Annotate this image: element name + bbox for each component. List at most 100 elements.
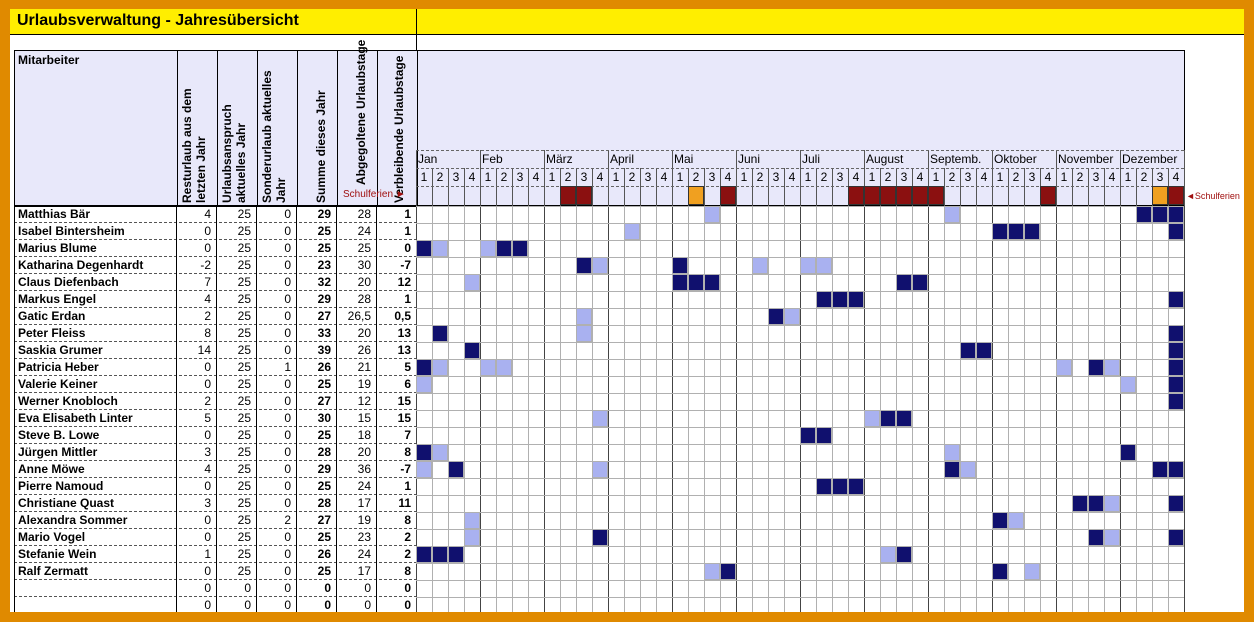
planned-cell[interactable] [816, 257, 832, 274]
planned-cell[interactable] [944, 206, 960, 223]
vacation-cell[interactable] [576, 257, 592, 274]
table-row[interactable]: Valerie Keiner 0 25 0 25 19 6 [14, 376, 417, 393]
vacation-cell[interactable] [1008, 223, 1024, 240]
vacation-cell[interactable] [416, 546, 432, 563]
vacation-cell[interactable] [1168, 495, 1184, 512]
vacation-cell[interactable] [816, 291, 832, 308]
vacation-cell[interactable] [992, 223, 1008, 240]
table-row[interactable]: Peter Fleiss 8 25 0 33 20 13 [14, 325, 417, 342]
vacation-cell[interactable] [704, 274, 720, 291]
table-row[interactable]: Steve B. Lowe 0 25 0 25 18 7 [14, 427, 417, 444]
planned-cell[interactable] [960, 461, 976, 478]
vacation-cell[interactable] [1168, 461, 1184, 478]
vacation-cell[interactable] [464, 342, 480, 359]
planned-cell[interactable] [784, 308, 800, 325]
vacation-cell[interactable] [848, 291, 864, 308]
planned-cell[interactable] [592, 410, 608, 427]
table-row[interactable]: Marius Blume 0 25 0 25 25 0 [14, 240, 417, 257]
table-row[interactable]: Christiane Quast 3 25 0 28 17 11 [14, 495, 417, 512]
planned-cell[interactable] [496, 359, 512, 376]
vacation-cell[interactable] [672, 257, 688, 274]
planned-cell[interactable] [944, 444, 960, 461]
planned-cell[interactable] [1008, 512, 1024, 529]
vacation-cell[interactable] [1088, 529, 1104, 546]
vacation-cell[interactable] [432, 546, 448, 563]
table-row[interactable]: Anne Möwe 4 25 0 29 36 -7 [14, 461, 417, 478]
vacation-cell[interactable] [768, 308, 784, 325]
vacation-cell[interactable] [1088, 359, 1104, 376]
table-row[interactable]: Stefanie Wein 1 25 0 26 24 2 [14, 546, 417, 563]
vacation-cell[interactable] [1168, 359, 1184, 376]
vacation-cell[interactable] [448, 546, 464, 563]
vacation-cell[interactable] [960, 342, 976, 359]
planned-cell[interactable] [880, 546, 896, 563]
table-row[interactable]: Patricia Heber 0 25 1 26 21 5 [14, 359, 417, 376]
vacation-cell[interactable] [672, 274, 688, 291]
vacation-cell[interactable] [800, 427, 816, 444]
table-row[interactable]: Saskia Grumer 14 25 0 39 26 13 [14, 342, 417, 359]
planned-cell[interactable] [1120, 376, 1136, 393]
planned-cell[interactable] [704, 206, 720, 223]
vacation-cell[interactable] [592, 529, 608, 546]
table-row[interactable]: 0 0 0 0 0 0 [14, 597, 417, 614]
vacation-cell[interactable] [1072, 495, 1088, 512]
vacation-cell[interactable] [688, 274, 704, 291]
vacation-cell[interactable] [1168, 291, 1184, 308]
table-row[interactable]: Pierre Namoud 0 25 0 25 24 1 [14, 478, 417, 495]
vacation-cell[interactable] [912, 274, 928, 291]
planned-cell[interactable] [416, 461, 432, 478]
vacation-cell[interactable] [1168, 325, 1184, 342]
planned-cell[interactable] [1056, 359, 1072, 376]
vacation-cell[interactable] [832, 478, 848, 495]
vacation-cell[interactable] [1120, 444, 1136, 461]
planned-cell[interactable] [800, 257, 816, 274]
planned-cell[interactable] [432, 240, 448, 257]
vacation-cell[interactable] [848, 478, 864, 495]
table-row[interactable]: Matthias Bär 4 25 0 29 28 1 [14, 206, 417, 223]
planned-cell[interactable] [624, 223, 640, 240]
vacation-cell[interactable] [448, 461, 464, 478]
vacation-cell[interactable] [816, 427, 832, 444]
vacation-cell[interactable] [1136, 206, 1152, 223]
planned-cell[interactable] [432, 444, 448, 461]
planned-cell[interactable] [464, 274, 480, 291]
planned-cell[interactable] [416, 376, 432, 393]
planned-cell[interactable] [576, 325, 592, 342]
vacation-cell[interactable] [992, 563, 1008, 580]
vacation-cell[interactable] [992, 512, 1008, 529]
vacation-cell[interactable] [1152, 206, 1168, 223]
vacation-cell[interactable] [416, 444, 432, 461]
table-row[interactable]: Eva Elisabeth Linter 5 25 0 30 15 15 [14, 410, 417, 427]
vacation-cell[interactable] [896, 410, 912, 427]
planned-cell[interactable] [1104, 529, 1120, 546]
vacation-cell[interactable] [1152, 461, 1168, 478]
table-row[interactable]: Alexandra Sommer 0 25 2 27 19 8 [14, 512, 417, 529]
vacation-cell[interactable] [944, 461, 960, 478]
planned-cell[interactable] [592, 257, 608, 274]
planned-cell[interactable] [480, 359, 496, 376]
vacation-cell[interactable] [416, 359, 432, 376]
vacation-cell[interactable] [1168, 206, 1184, 223]
planned-cell[interactable] [464, 512, 480, 529]
vacation-cell[interactable] [1168, 342, 1184, 359]
vacation-cell[interactable] [416, 240, 432, 257]
vacation-cell[interactable] [496, 240, 512, 257]
planned-cell[interactable] [592, 461, 608, 478]
planned-cell[interactable] [864, 410, 880, 427]
vacation-cell[interactable] [880, 410, 896, 427]
vacation-cell[interactable] [1168, 529, 1184, 546]
table-row[interactable]: Ralf Zermatt 0 25 0 25 17 8 [14, 563, 417, 580]
table-row[interactable]: Werner Knobloch 2 25 0 27 12 15 [14, 393, 417, 410]
vacation-cell[interactable] [512, 240, 528, 257]
vacation-cell[interactable] [1168, 393, 1184, 410]
vacation-cell[interactable] [1024, 223, 1040, 240]
vacation-cell[interactable] [432, 325, 448, 342]
planned-cell[interactable] [704, 563, 720, 580]
table-row[interactable]: Claus Diefenbach 7 25 0 32 20 12 [14, 274, 417, 291]
planned-cell[interactable] [1104, 495, 1120, 512]
table-row[interactable]: Gatic Erdan 2 25 0 27 26,5 0,5 [14, 308, 417, 325]
table-row[interactable]: 0 0 0 0 0 0 [14, 580, 417, 597]
vacation-cell[interactable] [1168, 223, 1184, 240]
table-row[interactable]: Markus Engel 4 25 0 29 28 1 [14, 291, 417, 308]
vacation-cell[interactable] [1088, 495, 1104, 512]
